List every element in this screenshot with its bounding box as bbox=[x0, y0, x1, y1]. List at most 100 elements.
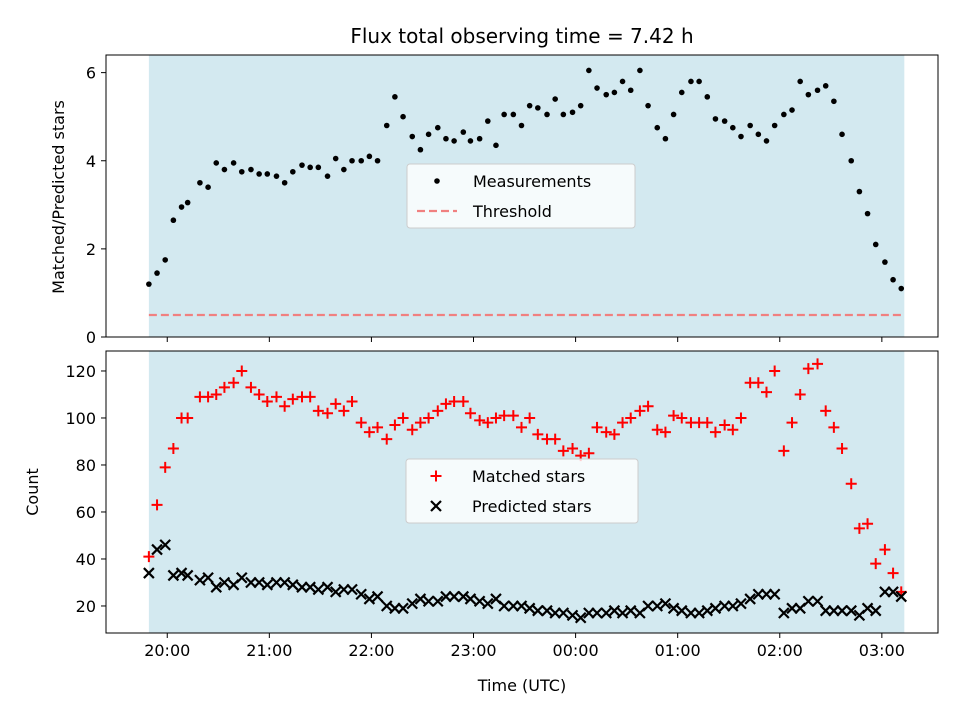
measurement-point bbox=[552, 96, 558, 102]
predicted-star-point bbox=[181, 569, 194, 582]
measurement-point bbox=[501, 111, 507, 118]
predicted-star-point bbox=[371, 590, 384, 603]
measurement-point bbox=[670, 111, 677, 118]
measurement-point bbox=[366, 153, 373, 160]
matched-star-point bbox=[760, 386, 772, 398]
matched-star-point bbox=[159, 461, 171, 473]
measurement-point bbox=[882, 259, 888, 265]
measurement-point bbox=[805, 91, 812, 98]
predicted-star-point bbox=[895, 590, 908, 603]
measurement-point bbox=[872, 241, 879, 248]
predicted-star-point bbox=[861, 602, 874, 615]
bottom-ytick-label: 20 bbox=[76, 597, 96, 616]
measurement-point bbox=[162, 257, 169, 263]
predicted-star-point bbox=[406, 597, 419, 610]
matched-star-point bbox=[253, 388, 265, 400]
measurement-point bbox=[662, 135, 669, 142]
measurement-point bbox=[654, 124, 661, 131]
xtick-label: 23:00 bbox=[450, 641, 496, 660]
matched-star-point bbox=[202, 391, 214, 403]
measurement-point bbox=[696, 78, 702, 85]
matched-star-point bbox=[879, 544, 891, 556]
predicted-star-point bbox=[151, 543, 163, 556]
predicted-star-point bbox=[642, 600, 654, 612]
matched-star-point bbox=[346, 396, 358, 408]
predicted-star-point bbox=[321, 581, 334, 593]
measurement-point bbox=[637, 67, 643, 74]
xtick-label: 00:00 bbox=[553, 641, 599, 660]
bottom-ytick-label: 60 bbox=[76, 503, 96, 522]
predicted-star-point bbox=[659, 597, 672, 610]
matched-star-point bbox=[625, 412, 637, 424]
matched-star-point bbox=[557, 445, 569, 457]
matched-star-point bbox=[591, 421, 603, 433]
top-ytick-label: 2 bbox=[86, 240, 96, 259]
measurement-point bbox=[738, 133, 744, 140]
matched-star-point bbox=[330, 398, 342, 410]
predicted-star-point bbox=[432, 595, 444, 608]
predicted-star-point bbox=[608, 604, 621, 617]
predicted-star-point bbox=[667, 602, 680, 615]
legend-x-marker bbox=[430, 500, 442, 512]
measurement-point bbox=[324, 173, 331, 179]
predicted-star-point bbox=[624, 604, 637, 617]
legend-label: Measurements bbox=[473, 172, 591, 191]
predicted-star-point bbox=[709, 602, 722, 615]
matched-star-point bbox=[515, 421, 527, 433]
measurement-point bbox=[822, 83, 829, 89]
xtick-label: 03:00 bbox=[859, 641, 905, 660]
xlabel: Time (UTC) bbox=[477, 676, 566, 695]
matched-star-point bbox=[600, 426, 612, 438]
measurement-point bbox=[154, 270, 160, 276]
matched-star-point bbox=[507, 410, 519, 422]
predicted-star-point bbox=[194, 574, 206, 586]
matched-star-point bbox=[567, 443, 579, 455]
top-ylabel: Matched/Predicted stars bbox=[49, 100, 68, 294]
matched-star-point bbox=[608, 428, 620, 440]
matched-star-point bbox=[498, 410, 510, 422]
measurement-point bbox=[712, 116, 719, 122]
measurement-point bbox=[248, 166, 254, 173]
predicted-star-point bbox=[887, 586, 899, 598]
predicted-star-point bbox=[218, 576, 231, 589]
measurement-point bbox=[890, 276, 896, 283]
measurement-point bbox=[526, 102, 533, 109]
predicted-star-point bbox=[498, 600, 510, 612]
predicted-star-point bbox=[532, 604, 544, 617]
matched-star-point bbox=[389, 419, 401, 431]
measurement-point bbox=[771, 122, 778, 129]
bottom-legend-box bbox=[405, 458, 639, 524]
predicted-star-point bbox=[397, 602, 409, 615]
bottom-axes-frame bbox=[105, 350, 939, 634]
predicted-star-point bbox=[768, 588, 781, 601]
predicted-star-point bbox=[869, 604, 882, 617]
matched-star-point bbox=[143, 551, 155, 563]
matched-star-point bbox=[709, 426, 721, 438]
predicted-star-point bbox=[701, 604, 714, 617]
predicted-star-point bbox=[363, 593, 376, 605]
matched-star-point bbox=[338, 405, 350, 417]
predicted-star-point bbox=[278, 576, 291, 589]
measurement-point bbox=[485, 118, 491, 124]
predicted-star-point bbox=[616, 607, 629, 619]
measurement-point bbox=[611, 89, 618, 96]
measurement-point bbox=[627, 87, 634, 94]
measurement-point bbox=[577, 102, 584, 109]
matched-star-point bbox=[727, 424, 739, 436]
predicted-star-point bbox=[457, 590, 470, 603]
measurement-point bbox=[451, 138, 457, 144]
matched-star-point bbox=[482, 417, 494, 429]
matched-star-point bbox=[549, 433, 561, 445]
matched-star-point bbox=[236, 365, 248, 377]
measurement-point bbox=[434, 124, 441, 131]
predicted-star-point bbox=[287, 579, 299, 591]
measurement-point bbox=[281, 179, 288, 186]
matched-star-point bbox=[245, 381, 257, 393]
matched-star-point bbox=[279, 400, 291, 412]
legend-dot-marker bbox=[434, 178, 440, 184]
measurement-point bbox=[544, 111, 550, 118]
measurement-point bbox=[797, 78, 803, 85]
measurement-point bbox=[341, 166, 347, 173]
measurement-point bbox=[645, 102, 651, 109]
measurement-point bbox=[178, 204, 185, 210]
